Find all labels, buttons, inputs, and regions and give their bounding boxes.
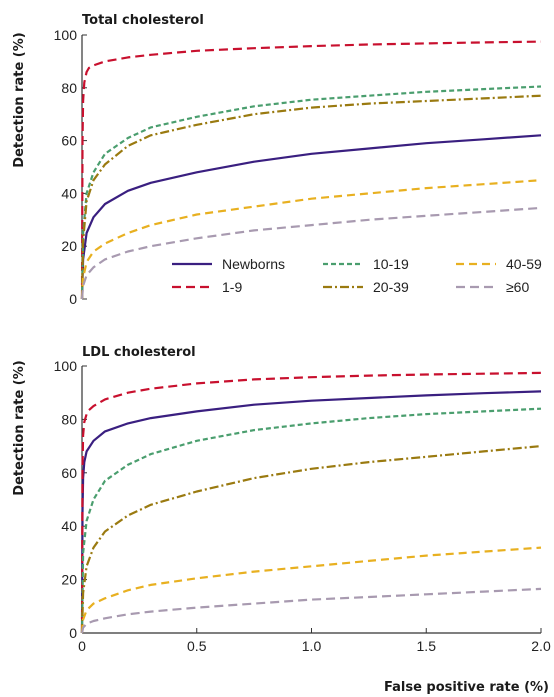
series-line xyxy=(80,546,542,634)
chart-title: LDL cholesterol xyxy=(82,345,196,360)
y-tick-label: 80 xyxy=(61,80,77,96)
legend-box xyxy=(166,253,541,298)
series-line xyxy=(80,179,542,300)
series-line xyxy=(80,85,542,300)
y-tick-label: 80 xyxy=(61,411,77,427)
y-axis-title: Detection rate (%) xyxy=(12,32,27,167)
panel-total-cholesterol: Total cholesterol Detection rate (%) 0 20… xyxy=(12,13,542,307)
legend-label: ≥60 xyxy=(506,279,529,295)
series-line xyxy=(80,445,542,634)
x-tick-label: 1.5 xyxy=(417,638,437,654)
x-tick-label: 1.0 xyxy=(302,638,322,654)
y-axis-title: Detection rate (%) xyxy=(12,360,27,495)
panel-ldl-cholesterol: LDL cholesterol Detection rate (%) 0 20 40… xyxy=(12,345,551,654)
legend-label: Newborns xyxy=(222,256,285,272)
x-tick-label: 0 xyxy=(78,638,86,654)
series-line xyxy=(80,206,542,300)
series-line xyxy=(80,94,542,300)
legend-label: 1-9 xyxy=(222,279,242,295)
y-tick-label: 0 xyxy=(69,625,77,641)
x-tick-label: 2.0 xyxy=(531,638,551,654)
legend: Newborns 1-9 10-19 20-39 40-59 ≥60 xyxy=(166,253,542,298)
series-line xyxy=(80,40,542,300)
x-tick-label: 0.5 xyxy=(187,638,207,654)
y-tick-label: 20 xyxy=(61,572,77,588)
y-tick-label: 20 xyxy=(61,238,77,254)
chart-title: Total cholesterol xyxy=(82,13,204,28)
y-tick-label: 100 xyxy=(54,27,78,43)
series-line xyxy=(80,134,542,300)
y-tick-label: 40 xyxy=(61,185,77,201)
y-tick-label: 40 xyxy=(61,518,77,534)
y-tick-label: 100 xyxy=(54,358,78,374)
series-line xyxy=(80,371,542,634)
legend-label: 20-39 xyxy=(373,279,409,295)
legend-label: 40-59 xyxy=(506,256,542,272)
series-line xyxy=(80,390,542,634)
y-tick-label: 0 xyxy=(69,291,77,307)
series-line xyxy=(80,407,542,634)
x-axis-title: False positive rate (%) xyxy=(384,680,549,695)
y-tick-label: 60 xyxy=(61,133,77,149)
series-line xyxy=(80,587,542,634)
y-tick-label: 60 xyxy=(61,465,77,481)
legend-label: 10-19 xyxy=(373,256,409,272)
